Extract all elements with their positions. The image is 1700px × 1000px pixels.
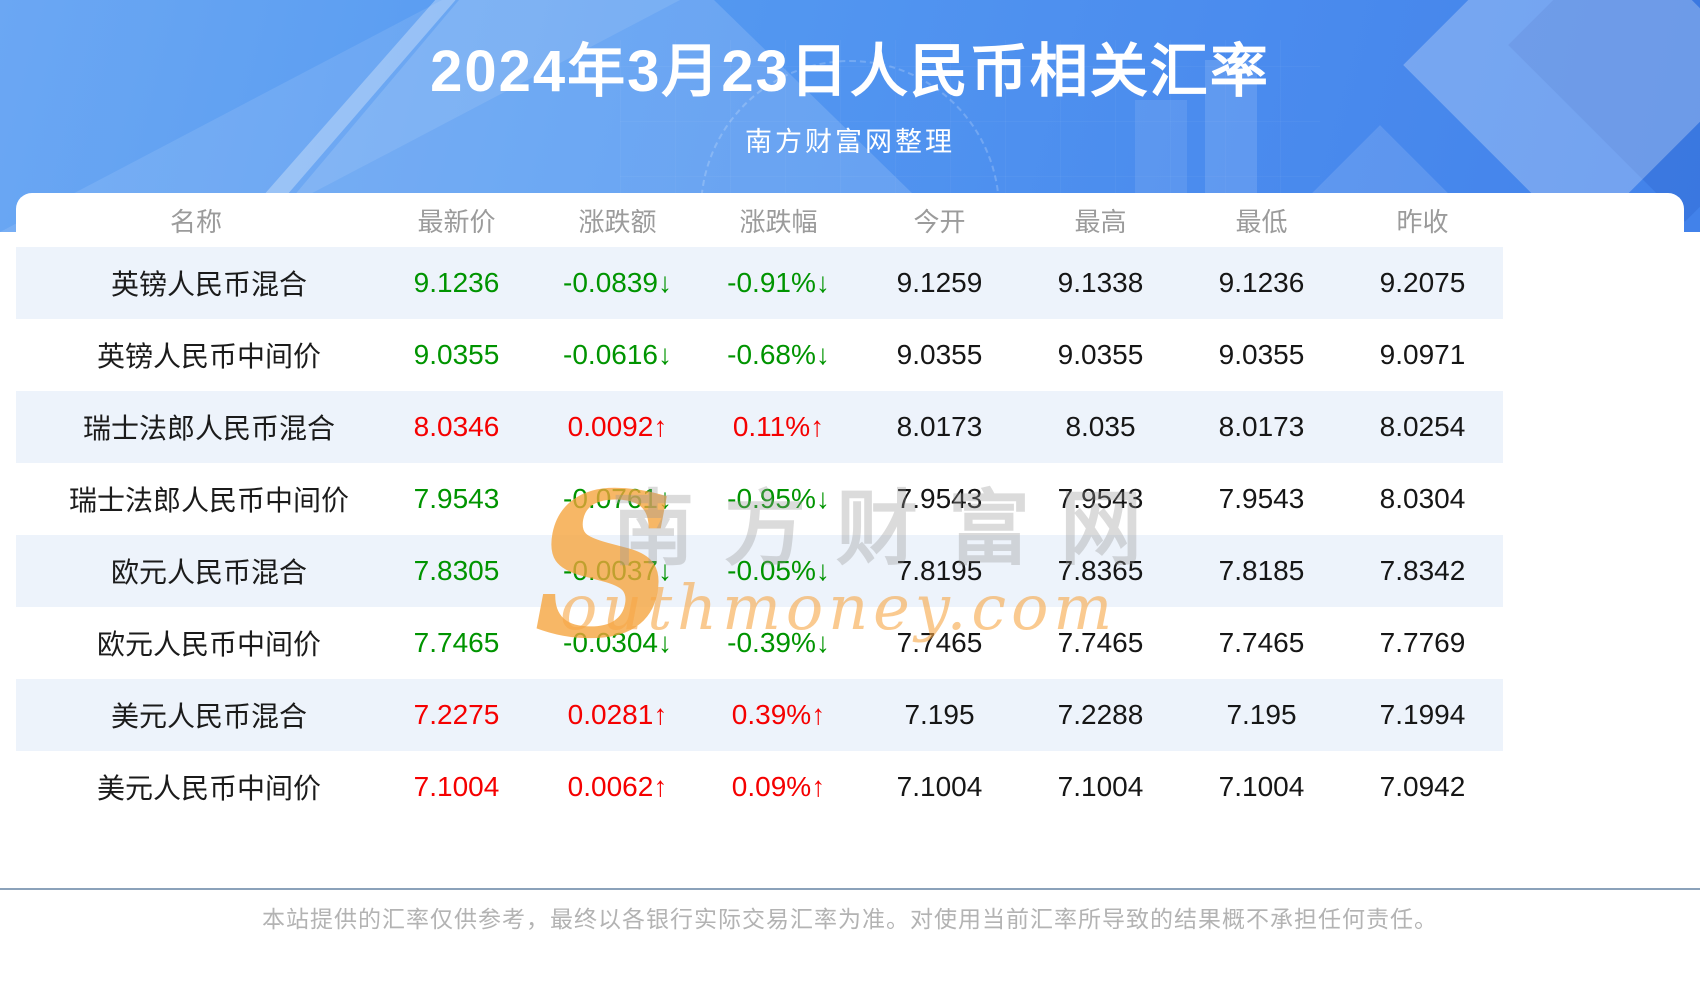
- currency-name-cell: 美元人民币中间价: [96, 773, 321, 804]
- latest-cell: 7.1004: [413, 771, 500, 802]
- high-cell: 7.9543: [1057, 483, 1144, 514]
- column-header-3: 涨跌幅: [739, 206, 818, 237]
- change-pct-cell: -0.05%↓: [698, 535, 859, 607]
- table-row: 英镑人民币中间价 9.0355 -0.0616↓ -0.68%↓ 9.0355 9.035…: [16, 319, 1503, 391]
- currency-name-cell: 英镑人民币混合: [16, 247, 376, 319]
- high-cell: 8.035: [1020, 391, 1181, 463]
- column-header-2: 涨跌额: [578, 206, 657, 237]
- prev-close-cell: 8.0304: [1379, 483, 1466, 514]
- page-subtitle: 南方财富网整理: [745, 127, 955, 157]
- table-row: 欧元人民币中间价 7.7465 -0.0304↓ -0.39%↓ 7.7465 7.746…: [16, 607, 1503, 679]
- low-cell: 7.9543: [1218, 483, 1305, 514]
- change-pct-cell: 0.39%↑: [698, 679, 859, 751]
- high-cell: 7.7465: [1057, 627, 1144, 658]
- currency-name-cell: 欧元人民币混合: [16, 535, 376, 607]
- change-cell: -0.0616↓: [563, 339, 672, 370]
- currency-name-cell: 美元人民币混合: [16, 679, 376, 751]
- low-cell: 7.8185: [1181, 535, 1342, 607]
- currency-name-cell: 瑞士法郎人民币中间价: [68, 485, 349, 516]
- page-title: 2024年3月23日人民币相关汇率: [430, 39, 1270, 104]
- currency-name-cell: 欧元人民币中间价: [96, 629, 321, 660]
- change-pct-cell: -0.39%↓: [727, 627, 830, 658]
- change-cell: -0.0839↓: [537, 247, 698, 319]
- prev-close-cell: 9.2075: [1342, 247, 1503, 319]
- latest-cell: 7.7465: [413, 627, 500, 658]
- currency-name-cell: 英镑人民币中间价: [96, 341, 321, 372]
- low-cell: 9.1236: [1181, 247, 1342, 319]
- open-cell: 9.0355: [896, 339, 983, 370]
- change-pct-cell: 0.09%↑: [731, 771, 826, 802]
- latest-cell: 9.1236: [376, 247, 537, 319]
- prev-close-cell: 7.7769: [1379, 627, 1466, 658]
- high-cell: 7.2288: [1020, 679, 1181, 751]
- table-row: 欧元人民币混合 7.8305 -0.0037↓ -0.05%↓ 7.8195 7.8365…: [16, 535, 1503, 607]
- prev-close-cell: 7.8342: [1342, 535, 1503, 607]
- column-header-6: 最低: [1235, 206, 1288, 237]
- latest-cell: 7.9543: [413, 483, 500, 514]
- low-cell: 7.1004: [1218, 771, 1305, 802]
- prev-close-cell: 7.1994: [1342, 679, 1503, 751]
- table-row: 瑞士法郎人民币混合 8.0346 0.0092↑ 0.11%↑ 8.0173 8.035 8…: [16, 391, 1503, 463]
- prev-close-cell: 9.0971: [1379, 339, 1466, 370]
- column-header-5: 最高: [1074, 206, 1127, 237]
- change-cell: 0.0281↑: [537, 679, 698, 751]
- low-cell: 7.7465: [1218, 627, 1305, 658]
- latest-cell: 8.0346: [376, 391, 537, 463]
- rates-table-card: 名称 最新价 涨跌额 涨跌幅 今开 最高 最低 昨收 英镑人民币混合 9.1236 -0.0839…: [16, 193, 1684, 823]
- low-cell: 8.0173: [1181, 391, 1342, 463]
- latest-cell: 9.0355: [413, 339, 500, 370]
- change-pct-cell: -0.91%↓: [698, 247, 859, 319]
- column-header-1: 最新价: [417, 206, 496, 237]
- column-header-7: 昨收: [1396, 206, 1449, 237]
- change-cell: -0.0761↓: [563, 483, 672, 514]
- high-cell: 9.1338: [1020, 247, 1181, 319]
- high-cell: 7.1004: [1057, 771, 1144, 802]
- high-cell: 9.0355: [1057, 339, 1144, 370]
- latest-cell: 7.2275: [376, 679, 537, 751]
- open-cell: 8.0173: [859, 391, 1020, 463]
- low-cell: 9.0355: [1218, 339, 1305, 370]
- table-body: 英镑人民币混合 9.1236 -0.0839↓ -0.91%↓ 9.1259 9.1338…: [16, 247, 1503, 823]
- table-row: 瑞士法郎人民币中间价 7.9543 -0.0761↓ -0.95%↓ 7.9543 7.9…: [16, 463, 1503, 535]
- change-cell: 0.0092↑: [537, 391, 698, 463]
- change-cell: -0.0037↓: [537, 535, 698, 607]
- column-header-4: 今开: [913, 206, 966, 237]
- table-row: 美元人民币混合 7.2275 0.0281↑ 0.39%↑ 7.195 7.2288 7.1…: [16, 679, 1503, 751]
- currency-name-cell: 瑞士法郎人民币混合: [16, 391, 376, 463]
- rates-table: 名称 最新价 涨跌额 涨跌幅 今开 最高 最低 昨收 英镑人民币混合 9.1236 -0.0839…: [16, 193, 1503, 823]
- open-cell: 9.1259: [859, 247, 1020, 319]
- open-cell: 7.1004: [896, 771, 983, 802]
- prev-close-cell: 8.0254: [1342, 391, 1503, 463]
- low-cell: 7.195: [1181, 679, 1342, 751]
- prev-close-cell: 7.0942: [1379, 771, 1466, 802]
- change-pct-cell: -0.95%↓: [727, 483, 830, 514]
- table-header-row: 名称 最新价 涨跌额 涨跌幅 今开 最高 最低 昨收: [16, 193, 1503, 247]
- change-pct-cell: 0.11%↑: [698, 391, 859, 463]
- change-cell: -0.0304↓: [563, 627, 672, 658]
- table-row: 英镑人民币混合 9.1236 -0.0839↓ -0.91%↓ 9.1259 9.1338…: [16, 247, 1503, 319]
- change-pct-cell: -0.68%↓: [727, 339, 830, 370]
- latest-cell: 7.8305: [376, 535, 537, 607]
- open-cell: 7.8195: [859, 535, 1020, 607]
- column-header-0: 名称: [169, 206, 222, 237]
- open-cell: 7.7465: [896, 627, 983, 658]
- table-row: 美元人民币中间价 7.1004 0.0062↑ 0.09%↑ 7.1004 7.1004 7…: [16, 751, 1503, 823]
- change-cell: 0.0062↑: [567, 771, 668, 802]
- open-cell: 7.195: [859, 679, 1020, 751]
- disclaimer-text: 本站提供的汇率仅供参考，最终以各银行实际交易汇率为准。对使用当前汇率所导致的结果…: [262, 906, 1438, 932]
- high-cell: 7.8365: [1020, 535, 1181, 607]
- footer-divider: [0, 888, 1700, 890]
- open-cell: 7.9543: [896, 483, 983, 514]
